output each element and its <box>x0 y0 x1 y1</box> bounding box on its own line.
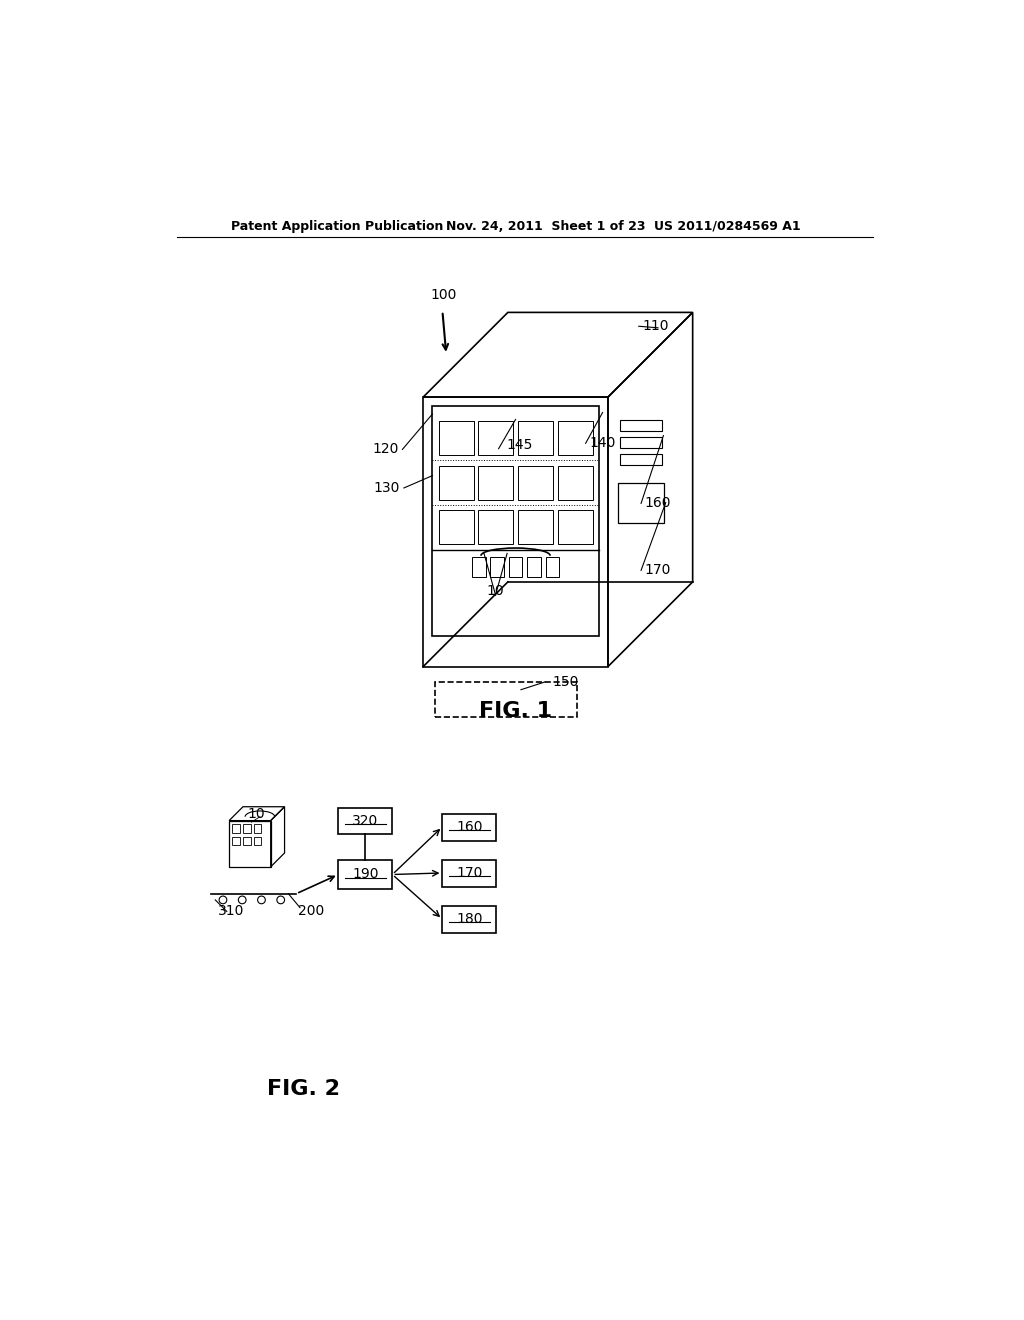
Bar <box>472 557 485 577</box>
Bar <box>243 825 251 833</box>
Bar <box>518 511 553 544</box>
Bar <box>232 837 240 845</box>
Text: 200: 200 <box>298 904 325 919</box>
Text: 10: 10 <box>486 585 505 598</box>
Text: 110: 110 <box>643 319 669 333</box>
Text: 100: 100 <box>431 289 458 302</box>
Bar <box>432 407 599 636</box>
Text: 120: 120 <box>372 442 398 457</box>
Text: 10: 10 <box>248 808 265 821</box>
Bar <box>438 466 473 499</box>
Bar <box>620 420 662 430</box>
Bar <box>423 397 608 667</box>
Bar <box>478 511 513 544</box>
Text: Patent Application Publication: Patent Application Publication <box>230 219 443 232</box>
Text: 190: 190 <box>352 867 379 882</box>
Bar <box>620 454 662 465</box>
Text: 140: 140 <box>590 437 615 450</box>
Text: 320: 320 <box>352 813 379 828</box>
Bar <box>620 437 662 447</box>
Bar <box>339 859 392 890</box>
Bar <box>438 421 473 455</box>
Bar <box>243 837 251 845</box>
Bar <box>557 421 593 455</box>
Text: US 2011/0284569 A1: US 2011/0284569 A1 <box>654 219 801 232</box>
Bar <box>557 511 593 544</box>
Bar <box>254 825 261 833</box>
Bar <box>438 511 473 544</box>
Bar <box>509 557 522 577</box>
Bar <box>339 808 392 834</box>
Bar <box>490 557 504 577</box>
Text: Nov. 24, 2011  Sheet 1 of 23: Nov. 24, 2011 Sheet 1 of 23 <box>446 219 646 232</box>
Bar <box>527 557 541 577</box>
Text: 180: 180 <box>456 912 482 927</box>
Bar <box>518 466 553 499</box>
Text: 130: 130 <box>374 480 400 495</box>
Text: 310: 310 <box>217 904 244 919</box>
Text: 170: 170 <box>645 564 672 577</box>
Bar <box>478 421 513 455</box>
Bar <box>557 466 593 499</box>
Text: 145: 145 <box>506 438 532 451</box>
Text: FIG. 1: FIG. 1 <box>479 701 552 721</box>
Bar <box>442 813 497 841</box>
Bar <box>442 859 497 887</box>
Text: 170: 170 <box>456 866 482 880</box>
Bar <box>435 682 578 717</box>
Bar <box>229 821 271 867</box>
Text: 150: 150 <box>553 675 579 689</box>
Text: 160: 160 <box>456 820 482 834</box>
Bar <box>617 483 665 523</box>
Bar <box>254 837 261 845</box>
Text: FIG. 2: FIG. 2 <box>267 1078 340 1098</box>
Bar <box>232 825 240 833</box>
Text: 160: 160 <box>645 496 672 511</box>
Bar <box>546 557 559 577</box>
Bar <box>518 421 553 455</box>
Bar <box>478 466 513 499</box>
Bar <box>442 906 497 933</box>
